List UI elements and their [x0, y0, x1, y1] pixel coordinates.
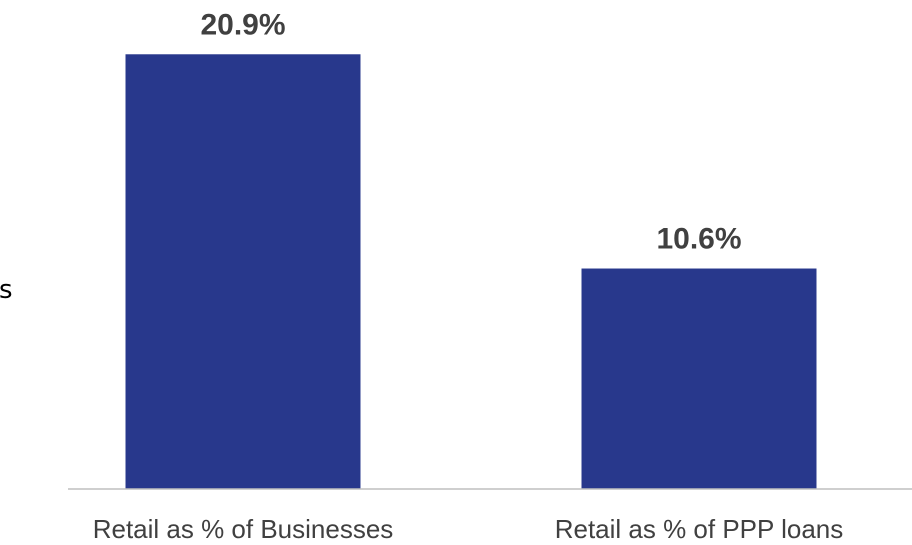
data-label-1: 20.9%	[200, 8, 285, 41]
category-label-2: Retail as % of PPP loans	[555, 514, 844, 544]
data-label-2: 10.6%	[656, 223, 741, 256]
category-labels-group: Retail as % of Businesses Retail as % of …	[93, 514, 844, 544]
data-labels-group: 20.9% 10.6%	[200, 8, 741, 255]
cropped-text-fragment: s	[0, 275, 13, 305]
bar-2	[581, 268, 817, 489]
category-label-1: Retail as % of Businesses	[93, 514, 394, 544]
bars-group	[125, 54, 817, 489]
bar-1	[125, 54, 361, 489]
